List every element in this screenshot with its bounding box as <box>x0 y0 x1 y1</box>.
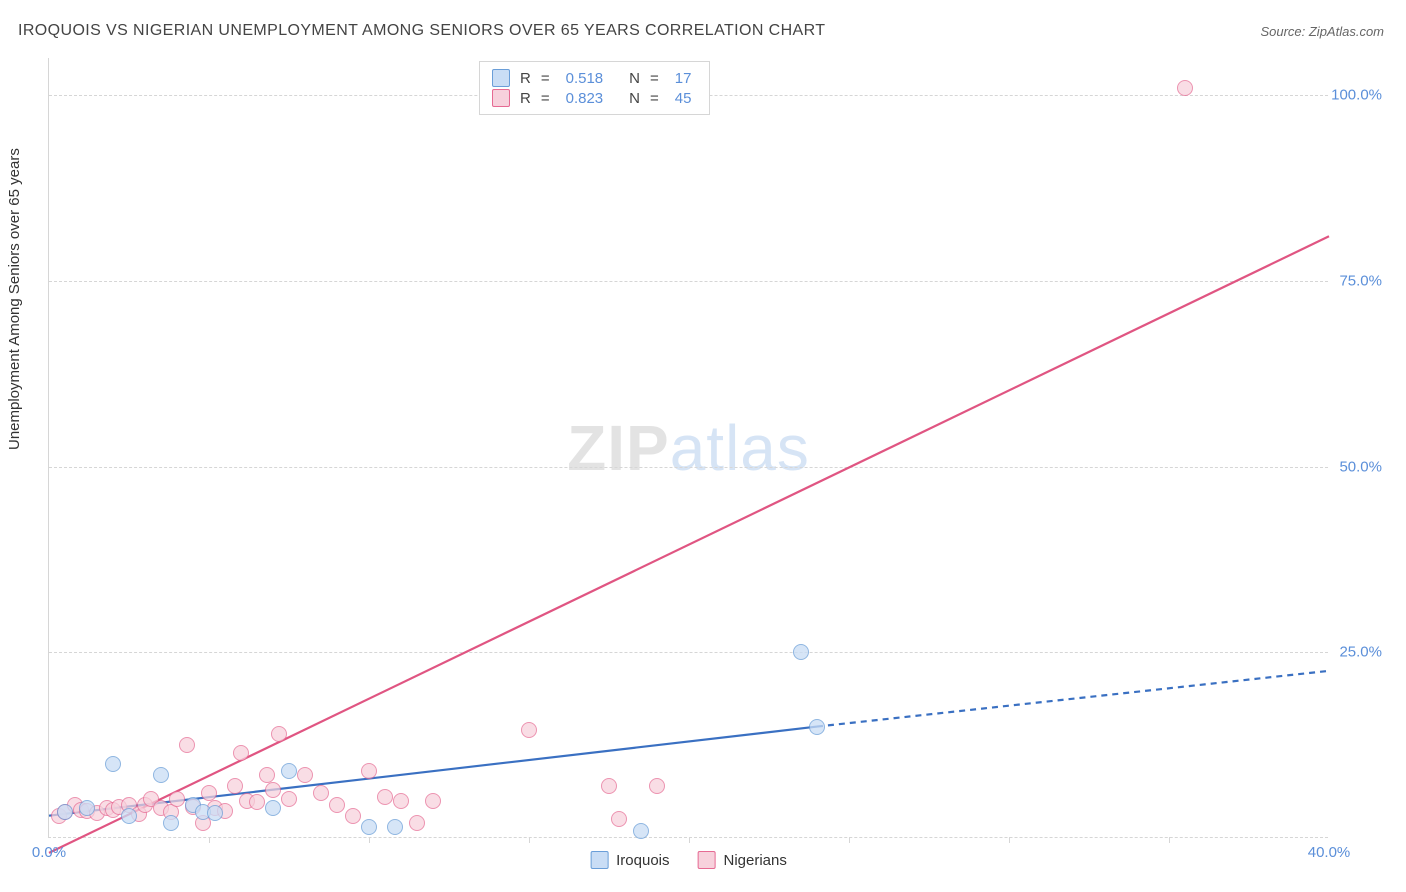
x-tick-mark <box>369 837 370 843</box>
data-point-iroquois <box>163 815 179 831</box>
data-point-iroquois <box>633 823 649 839</box>
data-point-iroquois <box>207 805 223 821</box>
x-tick-mark <box>529 837 530 843</box>
data-point-nigerians <box>601 778 617 794</box>
trend-lines <box>49 58 1328 837</box>
data-point-nigerians <box>409 815 425 831</box>
data-point-nigerians <box>611 811 627 827</box>
data-point-nigerians <box>521 722 537 738</box>
data-point-nigerians <box>201 785 217 801</box>
legend-item-iroquois: Iroquois <box>590 851 669 869</box>
data-point-nigerians <box>271 726 287 742</box>
data-point-nigerians <box>265 782 281 798</box>
x-tick-mark <box>1009 837 1010 843</box>
data-point-nigerians <box>313 785 329 801</box>
data-point-iroquois <box>57 804 73 820</box>
data-point-iroquois <box>121 808 137 824</box>
n-value: 45 <box>675 90 692 107</box>
n-value: 17 <box>675 70 692 87</box>
y-axis-label: Unemployment Among Seniors over 65 years <box>6 148 23 450</box>
data-point-iroquois <box>281 763 297 779</box>
data-point-nigerians <box>329 797 345 813</box>
data-point-nigerians <box>345 808 361 824</box>
data-point-nigerians <box>227 778 243 794</box>
legend-swatch-icon <box>492 89 510 107</box>
r-value: 0.518 <box>566 70 604 87</box>
data-point-nigerians <box>377 789 393 805</box>
data-point-iroquois <box>809 719 825 735</box>
data-point-nigerians <box>281 791 297 807</box>
data-point-iroquois <box>387 819 403 835</box>
data-point-nigerians <box>259 767 275 783</box>
x-tick-label: 40.0% <box>1308 844 1351 861</box>
stats-legend: R=0.518N=17 R=0.823N=45 <box>479 61 710 115</box>
data-point-iroquois <box>153 767 169 783</box>
data-point-nigerians <box>649 778 665 794</box>
data-point-iroquois <box>793 644 809 660</box>
data-point-nigerians <box>1177 80 1193 96</box>
plot-area: ZIPatlas 25.0%50.0%75.0%100.0% R=0.518N=… <box>48 58 1328 838</box>
y-tick-label: 50.0% <box>1339 458 1382 475</box>
data-point-nigerians <box>179 737 195 753</box>
data-point-nigerians <box>169 791 185 807</box>
legend-swatch-icon <box>492 69 510 87</box>
series-legend: Iroquois Nigerians <box>590 851 787 869</box>
data-point-nigerians <box>297 767 313 783</box>
correlation-chart: IROQUOIS VS NIGERIAN UNEMPLOYMENT AMONG … <box>0 0 1406 892</box>
stats-legend-row-nigerians: R=0.823N=45 <box>492 89 697 107</box>
legend-label: Nigerians <box>724 852 787 869</box>
x-tick-mark <box>849 837 850 843</box>
y-tick-label: 75.0% <box>1339 272 1382 289</box>
data-point-nigerians <box>361 763 377 779</box>
data-point-nigerians <box>249 794 265 810</box>
r-value: 0.823 <box>566 90 604 107</box>
data-point-nigerians <box>425 793 441 809</box>
y-tick-label: 100.0% <box>1331 87 1382 104</box>
chart-title: IROQUOIS VS NIGERIAN UNEMPLOYMENT AMONG … <box>18 22 825 40</box>
data-point-iroquois <box>79 800 95 816</box>
legend-swatch-icon <box>698 851 716 869</box>
data-point-nigerians <box>393 793 409 809</box>
legend-swatch-icon <box>590 851 608 869</box>
data-point-iroquois <box>265 800 281 816</box>
x-tick-mark <box>1169 837 1170 843</box>
x-tick-mark <box>689 837 690 843</box>
x-tick-label: 0.0% <box>32 844 66 861</box>
data-point-iroquois <box>361 819 377 835</box>
legend-item-nigerians: Nigerians <box>698 851 787 869</box>
data-point-nigerians <box>233 745 249 761</box>
source-attribution: Source: ZipAtlas.com <box>1260 24 1384 39</box>
y-tick-label: 25.0% <box>1339 644 1382 661</box>
stats-legend-row-iroquois: R=0.518N=17 <box>492 69 697 87</box>
x-tick-mark <box>209 837 210 843</box>
legend-label: Iroquois <box>616 852 669 869</box>
data-point-iroquois <box>105 756 121 772</box>
trend-line-dashed-iroquois <box>817 671 1329 727</box>
